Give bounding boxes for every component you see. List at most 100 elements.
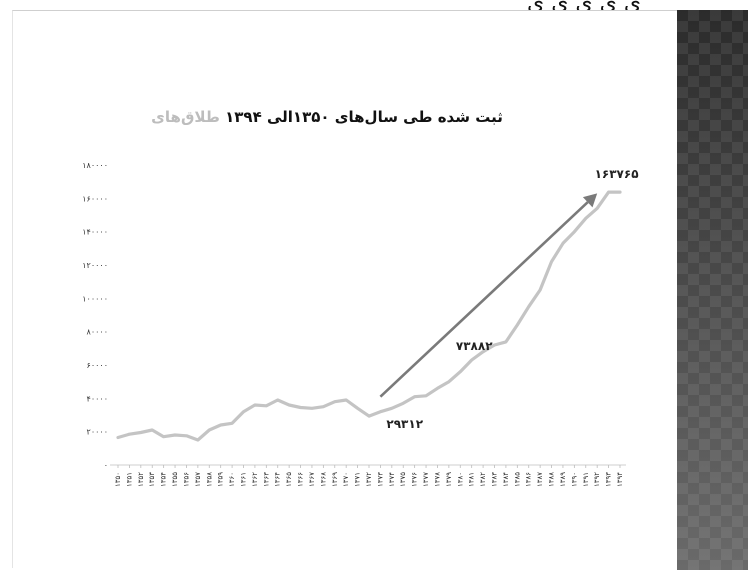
x-tick-label: ۱۳۹۱ — [582, 472, 590, 487]
data-point — [253, 403, 257, 407]
data-point — [584, 217, 587, 220]
data-point — [527, 305, 530, 308]
data-point — [459, 370, 462, 373]
x-tick-label: ۱۳۶۰ — [228, 472, 236, 487]
x-tick-label: ۱۳۵۴ — [160, 472, 168, 487]
data-point — [356, 407, 359, 410]
x-tick-label: ۱۳۷۴ — [388, 472, 396, 487]
x-tick-label: ۱۳۵۵ — [171, 472, 179, 487]
data-point — [424, 394, 428, 398]
data-point — [242, 410, 245, 413]
data-point — [139, 431, 143, 434]
x-tick-label: ۱۳۹۴ — [616, 472, 624, 487]
data-point — [219, 423, 222, 427]
x-tick-label: ۱۳۵۹ — [217, 472, 225, 487]
x-tick-label: ۱۳۸۶ — [525, 472, 533, 487]
data-point — [390, 407, 394, 410]
data-point — [196, 438, 200, 442]
x-tick-label: ۱۳۷۷ — [422, 472, 430, 487]
data-point — [595, 207, 599, 210]
x-tick-label: ۱۳۶۴ — [274, 472, 282, 487]
data-point — [276, 398, 279, 402]
x-tick-label: ۱۳۷۹ — [445, 472, 453, 487]
x-tick-label: ۱۳۸۴ — [502, 472, 510, 487]
annotations: ۲۹۳۱۲ ۷۳۸۸۲ ۱۶۳۷۶۵ — [386, 167, 638, 431]
data-point — [299, 406, 302, 409]
y-tick-label: ۸۰۰۰۰ — [87, 328, 108, 337]
x-tick-label: ۱۳۷۰ — [342, 472, 350, 487]
data-point — [128, 432, 131, 436]
x-tick-label: ۱۳۶۲ — [251, 472, 259, 487]
data-point — [447, 380, 451, 383]
data-point — [561, 242, 565, 245]
x-tick-label: ۱۳۶۱ — [240, 472, 248, 487]
x-tick-label: ۱۳۸۵ — [513, 472, 521, 487]
data-point — [504, 340, 508, 344]
data-point — [618, 190, 622, 194]
x-tick-label: ۱۳۷۲ — [365, 472, 373, 487]
data-point — [413, 395, 416, 398]
x-tick-label: ۱۳۸۸ — [548, 472, 556, 487]
trend-arrow — [379, 193, 598, 398]
x-tick-label: ۱۳۵۷ — [194, 472, 202, 487]
slide — [12, 10, 679, 568]
data-annotation-label: ۷۳۸۸۲ — [456, 339, 493, 353]
series-line-path — [116, 190, 622, 442]
data-point — [379, 410, 382, 413]
data-point — [208, 428, 211, 432]
data-point — [162, 435, 165, 438]
data-annotation-label: ۲۹۳۱۲ — [386, 417, 423, 431]
data-point — [573, 230, 576, 233]
chart-title: ثبت شده طی سال‌های ۱۳۵۰الی ۱۳۹۴ طلاق‌های — [151, 108, 503, 126]
x-tick-label: ۱۳۸۰ — [456, 472, 464, 487]
data-point — [173, 433, 177, 437]
trend-arrow-shaft — [379, 201, 589, 398]
side-decorative-panel — [677, 10, 748, 570]
x-tick-label: ۱۳۸۳ — [491, 472, 499, 487]
data-point — [265, 404, 268, 408]
x-tick-label: ۱۳۷۶ — [411, 472, 419, 487]
x-tick-label: ۱۳۵۶ — [182, 472, 190, 487]
y-axis-ticks: ۰ ۲۰۰۰۰ ۴۰۰۰۰ ۶۰۰۰۰ ۸۰۰۰۰ ۱۰۰۰۰۰ ۱۲۰۰۰۰ ۱۴۰۰۰۰ ۱… — [82, 161, 108, 470]
chart-title-main: ثبت شده طی سال‌های ۱۳۵۰الی ۱۳۹۴ — [225, 108, 503, 126]
data-point — [402, 402, 405, 405]
data-point — [185, 434, 188, 438]
data-point — [481, 350, 485, 353]
data-point — [333, 400, 336, 403]
series-line — [116, 190, 622, 442]
y-tick-label: ۱۶۰۰۰۰ — [82, 194, 108, 203]
data-point — [367, 414, 371, 418]
y-tick-label: ۱۸۰۰۰۰ — [82, 161, 108, 170]
data-point — [287, 403, 291, 407]
x-tick-label: ۱۳۵۰ — [114, 472, 122, 487]
trend-arrow-head — [582, 193, 598, 208]
chart-title-highlight: طلاق‌های — [151, 108, 220, 126]
data-point — [550, 260, 553, 263]
x-tick-label: ۱۳۶۶ — [297, 472, 305, 487]
y-tick-label: ۱۴۰۰۰۰ — [82, 228, 108, 237]
x-tick-label: ۱۳۹۳ — [605, 472, 613, 487]
y-tick-label: ۶۰۰۰۰ — [87, 361, 108, 370]
x-tick-label: ۱۳۵۸ — [205, 472, 213, 487]
data-point — [310, 407, 314, 410]
data-point — [470, 358, 473, 362]
x-tick-label: ۱۳۵۳ — [148, 472, 156, 487]
data-point — [493, 343, 496, 347]
data-point — [607, 190, 610, 194]
y-tick-label: ۰ — [104, 461, 108, 470]
data-point — [322, 405, 325, 408]
x-tick-label: ۱۳۶۹ — [331, 472, 339, 487]
x-tick-label: ۱۳۸۱ — [468, 472, 476, 487]
x-tick-label: ۱۳۸۲ — [479, 472, 487, 487]
x-tick-label: ۱۳۸۷ — [536, 472, 544, 487]
data-point — [151, 428, 154, 432]
x-tick-label: ۱۳۹۲ — [593, 472, 601, 487]
x-tick-label: ۱۳۸۹ — [559, 472, 567, 487]
data-point — [230, 422, 234, 425]
x-tick-label: ۱۳۷۳ — [376, 472, 384, 487]
y-tick-label: ۱۰۰۰۰۰ — [82, 294, 108, 303]
data-point — [538, 288, 542, 292]
x-tick-label: ۱۳۷۱ — [354, 472, 362, 487]
x-tick-label: ۱۳۵۱ — [125, 472, 133, 487]
